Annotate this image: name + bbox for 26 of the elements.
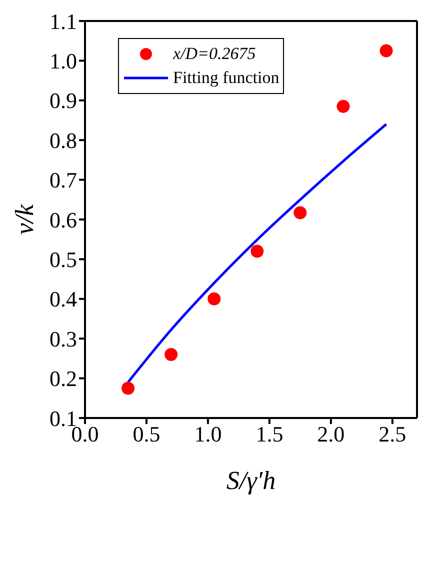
- y-tick-label: 0.2: [50, 366, 77, 392]
- point: [122, 382, 135, 395]
- y-tick-label: 0.9: [50, 88, 77, 114]
- point: [208, 292, 221, 306]
- y-tick-label: 0.6: [50, 207, 77, 232]
- point: [164, 348, 178, 361]
- x-axis-title: S/γ′h: [226, 466, 276, 495]
- x-tick-label: 1.5: [256, 422, 284, 447]
- point: [380, 44, 393, 58]
- x-tick-label: 1.0: [194, 422, 222, 447]
- y-tick-label: 0.3: [50, 326, 77, 352]
- y-tick-label: 0.4: [50, 286, 77, 312]
- y-tick-label: 0.7: [50, 168, 77, 193]
- y-tick-label: 1.0: [50, 48, 77, 74]
- x-tick-label: 2.5: [378, 422, 406, 447]
- y-tick-label: 1.1: [50, 8, 77, 34]
- y-tick-label: 0.5: [50, 247, 77, 272]
- point: [250, 244, 264, 258]
- x-tick-label: 2.0: [317, 422, 345, 447]
- x-tick-label: 0.5: [132, 422, 160, 447]
- legend-label: Fitting function: [173, 68, 280, 88]
- point: [294, 206, 307, 220]
- y-axis-title: v/k: [10, 204, 40, 235]
- point: [336, 100, 350, 113]
- legend-label: x/D=0.2675: [173, 44, 256, 64]
- y-tick-label: 0.8: [50, 128, 77, 153]
